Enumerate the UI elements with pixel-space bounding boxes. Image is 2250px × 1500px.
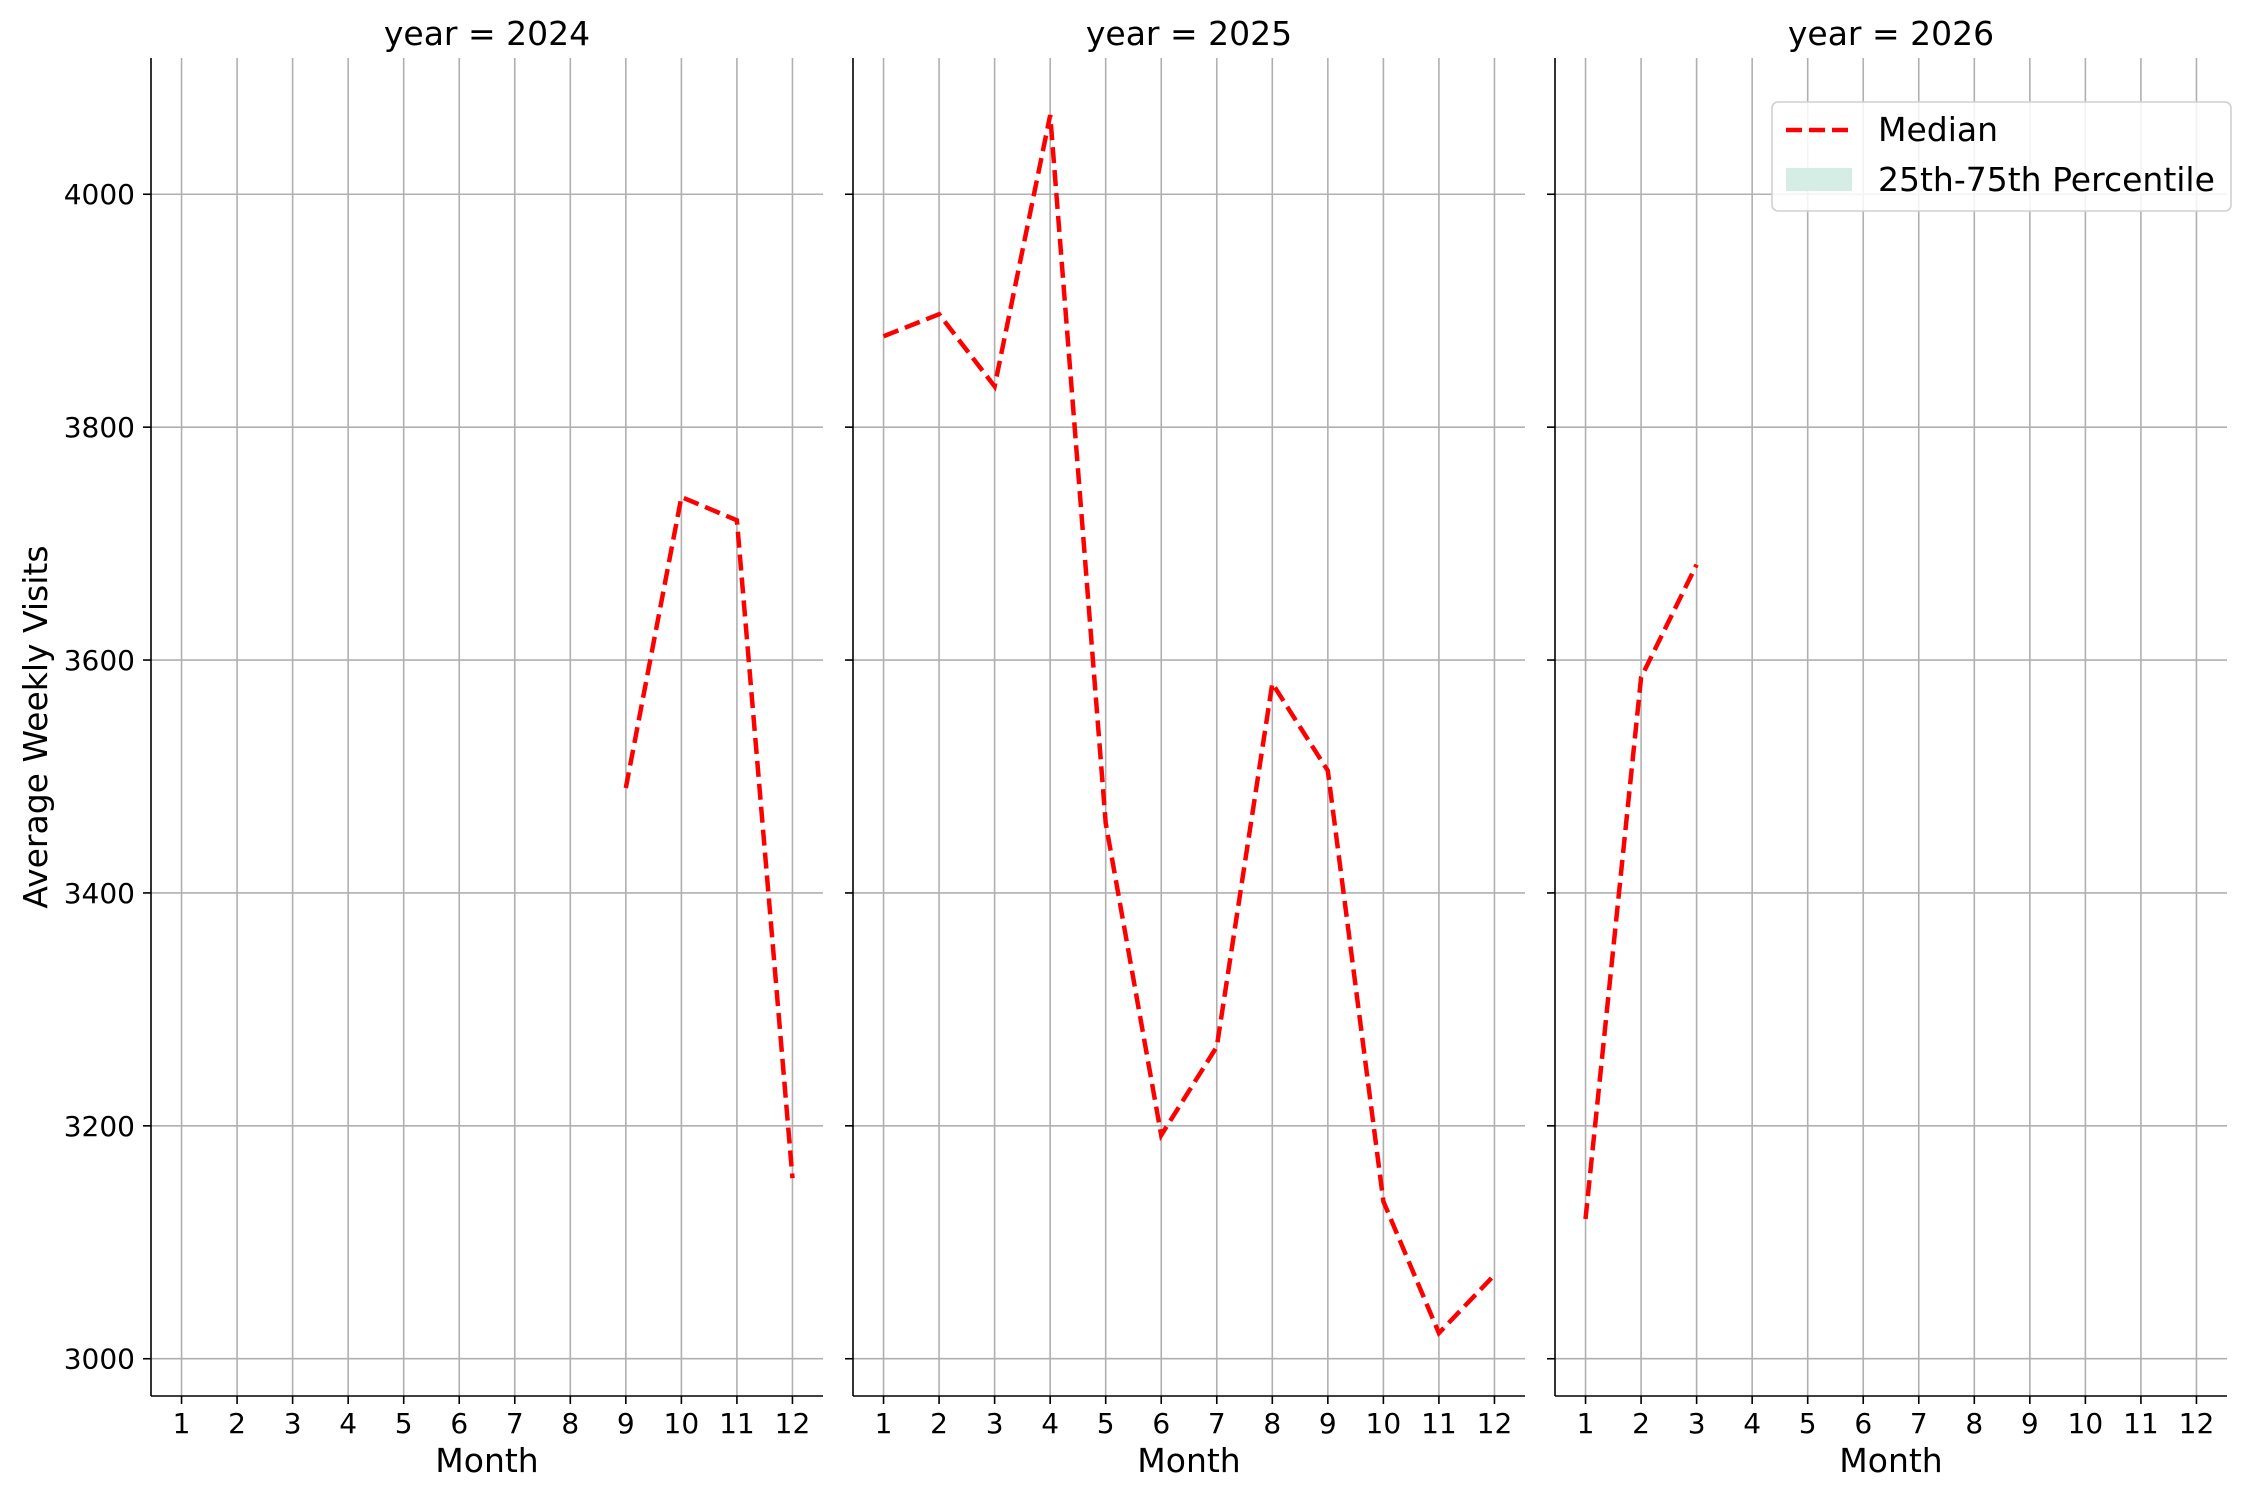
x-tick-label: 3	[284, 1407, 302, 1440]
x-tick-label: 6	[1152, 1407, 1170, 1440]
x-tick-label: 8	[1965, 1407, 1983, 1440]
panel-title: year = 2026	[1788, 14, 1994, 53]
median-series-line	[623, 493, 795, 1179]
legend-median-label: Median	[1878, 110, 1998, 149]
panel-title: year = 2024	[384, 14, 590, 53]
x-tick-label: 2	[930, 1407, 948, 1440]
x-axis-label: Month	[1137, 1441, 1240, 1480]
x-tick-label: 5	[1799, 1407, 1817, 1440]
x-tick-label: 7	[1208, 1407, 1226, 1440]
x-tick-label: 5	[1097, 1407, 1115, 1440]
x-tick-label: 2	[228, 1407, 246, 1440]
legend-percentile-swatch	[1786, 168, 1852, 191]
y-axis-label: Average Weekly Visits	[16, 545, 55, 908]
median-series-line	[882, 114, 1497, 1338]
x-tick-label: 7	[506, 1407, 524, 1440]
x-tick-label: 11	[719, 1407, 755, 1440]
x-tick-label: 10	[2068, 1407, 2104, 1440]
y-tick-label: 3400	[64, 877, 135, 910]
x-tick-label: 10	[664, 1407, 700, 1440]
y-tick-label: 3600	[64, 644, 135, 677]
x-tick-label: 7	[1910, 1407, 1928, 1440]
x-tick-label: 10	[1366, 1407, 1402, 1440]
x-tick-label: 12	[1477, 1407, 1513, 1440]
x-tick-label: 5	[395, 1407, 413, 1440]
legend: Median 25th-75th Percentile	[1771, 101, 2232, 212]
x-tick-label: 12	[775, 1407, 811, 1440]
y-tick-label: 4000	[64, 178, 135, 211]
y-tick-label: 3200	[64, 1110, 135, 1143]
panel-1: 1 2 3 4 5 6 7 8 9 10 11 12300032003400360038004000y…	[64, 14, 823, 1480]
legend-percentile-label: 25th-75th Percentile	[1878, 160, 2215, 199]
x-tick-label: 11	[1421, 1407, 1457, 1440]
x-axis-label: Month	[435, 1441, 538, 1480]
panel-title: year = 2025	[1086, 14, 1292, 53]
y-tick-label: 3800	[64, 411, 135, 444]
x-tick-label: 11	[2123, 1407, 2159, 1440]
x-tick-label: 6	[1854, 1407, 1872, 1440]
y-tick-label: 3000	[64, 1343, 135, 1376]
median-series-line	[1583, 563, 1699, 1220]
x-tick-label: 9	[2021, 1407, 2039, 1440]
x-tick-label: 8	[561, 1407, 579, 1440]
x-tick-label: 4	[1743, 1407, 1761, 1440]
x-tick-label: 4	[1041, 1407, 1059, 1440]
x-tick-label: 1	[875, 1407, 893, 1440]
x-tick-label: 6	[450, 1407, 468, 1440]
x-tick-label: 1	[173, 1407, 191, 1440]
x-tick-label: 12	[2179, 1407, 2215, 1440]
x-tick-label: 4	[339, 1407, 357, 1440]
x-tick-label: 9	[617, 1407, 635, 1440]
x-tick-label: 2	[1632, 1407, 1650, 1440]
x-tick-label: 3	[1688, 1407, 1706, 1440]
x-tick-label: 9	[1319, 1407, 1337, 1440]
x-tick-label: 3	[986, 1407, 1004, 1440]
legend-box	[1771, 101, 2232, 212]
x-tick-label: 8	[1263, 1407, 1281, 1440]
x-axis-label: Month	[1839, 1441, 1942, 1480]
x-tick-label: 1	[1577, 1407, 1595, 1440]
